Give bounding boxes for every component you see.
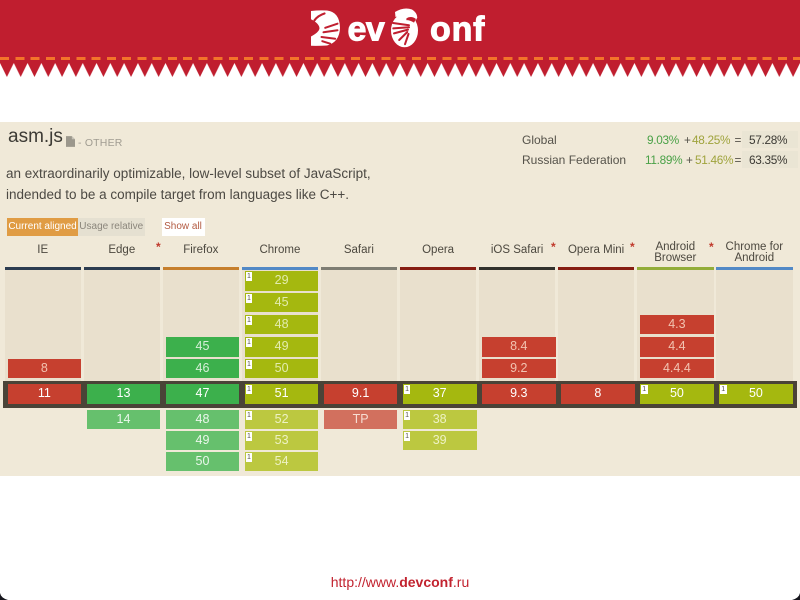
svg-text:ev: ev [348,11,385,49]
svg-text:onf: onf [430,11,485,49]
